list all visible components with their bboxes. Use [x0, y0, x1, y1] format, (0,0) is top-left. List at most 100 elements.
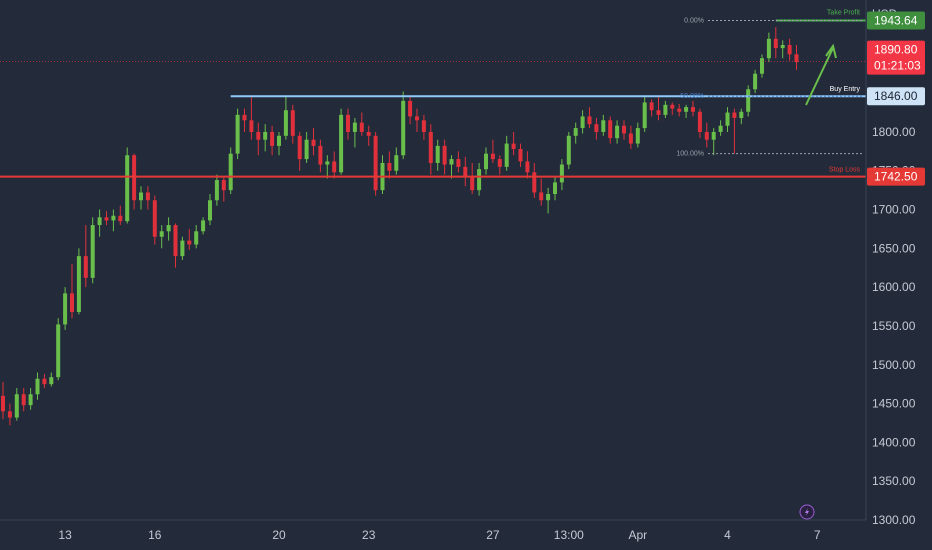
price-tick-label: 1650.00 [872, 241, 916, 255]
candle-body [125, 155, 130, 222]
candle-body [56, 324, 61, 378]
stop-loss-label: Stop Loss [829, 167, 861, 174]
candle-body [277, 135, 281, 146]
candle-body [201, 220, 206, 232]
candle-body [428, 131, 433, 163]
price-axis[interactable] [866, 0, 932, 550]
candle-body [415, 116, 419, 121]
candle-body [456, 159, 461, 167]
candle-body [559, 164, 564, 183]
candle-body [352, 122, 357, 132]
candle-body [21, 394, 26, 406]
candle-body [711, 131, 716, 140]
buy-entry-tag-text: 1846.00 [874, 89, 918, 103]
candle-body [180, 240, 185, 257]
time-tick-label: 27 [486, 528, 500, 542]
candle-body [594, 124, 599, 132]
candle-body [152, 200, 157, 237]
candle-body [359, 122, 364, 132]
stop-loss-tag-text: 1742.50 [874, 170, 918, 184]
candle-body [518, 149, 523, 162]
candle-body [760, 58, 764, 74]
candle-body [504, 143, 509, 167]
projection-arrow[interactable] [805, 47, 834, 106]
candle-body [28, 394, 33, 406]
candle-body [325, 161, 330, 165]
candle-body [221, 180, 226, 191]
candle-body [525, 161, 530, 173]
candle-body [601, 120, 606, 132]
buy-entry-tag [867, 87, 925, 106]
plot-area[interactable] [0, 0, 866, 520]
levels-layer: Stop Loss Buy Entry Take Profit 0.00% 50.00%… [0, 9, 866, 178]
candle-body [470, 176, 475, 191]
candle-body [256, 131, 261, 140]
candle-body [42, 378, 47, 385]
candle-body [76, 256, 81, 312]
take-profit-label: Take Profit [827, 9, 860, 16]
candle-body [408, 100, 413, 117]
candle-body [732, 112, 737, 118]
price-tags: 1943.64 1890.80 01:21:03 1846.00 1742.50 [867, 11, 925, 186]
candle-body [263, 131, 268, 140]
candle-body [214, 180, 219, 201]
candle-body [484, 153, 488, 170]
candle-body [477, 169, 482, 191]
candle-body [145, 192, 150, 201]
candle-body [677, 108, 682, 112]
candle-body [373, 135, 378, 191]
candle-body [90, 225, 95, 278]
last-price-tag-countdown: 01:21:03 [874, 59, 921, 73]
time-tick-label: 23 [362, 528, 376, 542]
candle-body [580, 116, 585, 129]
candle-body [511, 143, 516, 150]
candle-body [346, 114, 350, 132]
candle-body [14, 394, 19, 418]
candle-body [753, 73, 758, 90]
candle-body [297, 135, 302, 160]
price-tick-label: 1350.00 [872, 474, 916, 488]
lightning-icon[interactable] [799, 504, 815, 520]
fib-level-label: 0.00% [684, 17, 704, 24]
candle-body [649, 102, 654, 111]
time-tick-label: 7 [814, 528, 821, 542]
buy-entry-label: Buy Entry [830, 86, 861, 93]
candle-body [166, 225, 171, 232]
candle-body [553, 182, 557, 195]
stop-loss-tag [867, 167, 925, 186]
price-tick-label: 1500.00 [872, 358, 916, 372]
price-tick-label: 1300.00 [872, 513, 916, 527]
candle-body [1, 395, 5, 412]
candle-body [766, 38, 771, 59]
candle-body [435, 145, 440, 163]
candle-body [187, 240, 192, 245]
candle-body [663, 104, 668, 115]
candle-body [532, 172, 537, 193]
candle-body [159, 231, 164, 237]
price-tick-label: 1700.00 [872, 203, 916, 217]
candle-body [394, 155, 399, 171]
candle-body [173, 225, 178, 257]
candle-body [628, 133, 633, 144]
candle-body [573, 128, 578, 136]
candle-body [684, 107, 689, 112]
candle-body [608, 120, 613, 139]
candle-body [242, 114, 247, 121]
candle-body [773, 38, 778, 49]
candle-body [539, 192, 544, 201]
price-tick-label: 1450.00 [872, 397, 916, 411]
time-tick-labels: 13 16 20 23 27 13:00 Apr 4 7 [58, 528, 820, 542]
time-tick-label: 16 [148, 528, 162, 542]
price-tick-label: 1550.00 [872, 319, 916, 333]
candle-body [208, 200, 212, 221]
time-tick-label: 20 [272, 528, 286, 542]
candle-body [332, 161, 337, 173]
candle-body [587, 116, 592, 125]
candle-body [63, 293, 68, 325]
candle-body [656, 110, 661, 115]
candle-body [104, 217, 109, 221]
candle-body [270, 131, 275, 146]
candle-body [490, 153, 495, 160]
take-profit-tag [867, 11, 925, 30]
